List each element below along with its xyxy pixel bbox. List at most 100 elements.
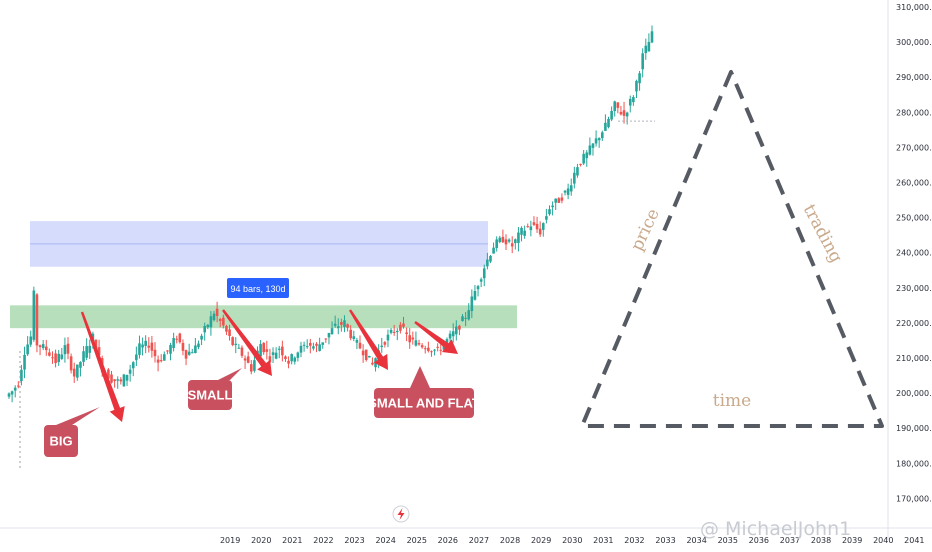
candle-body	[54, 353, 57, 364]
candle-body	[423, 348, 427, 350]
candle-body	[97, 347, 101, 356]
callout-box	[188, 380, 232, 410]
candle-body	[417, 343, 421, 345]
measure-tool[interactable]: 94 bars, 130d	[227, 278, 289, 298]
y-tick-label: 190,000.0	[896, 424, 932, 433]
candle-body	[619, 111, 623, 115]
candle-body	[222, 317, 225, 326]
candle-body	[361, 350, 365, 356]
candle-body	[309, 342, 312, 346]
candle-body	[529, 226, 533, 231]
candle-body	[436, 346, 439, 348]
triangle-outline	[580, 70, 884, 428]
candle-body	[197, 343, 200, 348]
candle-body	[231, 337, 234, 345]
y-tick-label: 170,000.0	[896, 494, 932, 503]
y-tick-label: 310,000.0	[896, 3, 932, 12]
candle-body	[38, 345, 42, 348]
candle-body	[526, 226, 530, 228]
candle-body	[66, 343, 70, 354]
y-tick-label: 250,000.0	[896, 214, 932, 223]
candle-body	[318, 344, 321, 351]
callout-tail	[218, 368, 242, 380]
candle-body	[501, 236, 505, 243]
candle-body	[551, 205, 554, 208]
candle-body	[448, 333, 452, 339]
candle-body	[383, 342, 387, 345]
candle-body	[35, 294, 39, 346]
candle-body	[479, 279, 483, 282]
y-axis[interactable]: 310,000.0 300,000.0 290,000.0 280,000.0 270,…	[887, 0, 932, 540]
y-tick-label: 230,000.0	[896, 284, 932, 293]
triangle-label-time: time	[713, 391, 751, 411]
candle-body	[588, 145, 592, 155]
candle-body	[510, 243, 514, 247]
x-tick-label: 2038	[811, 536, 831, 545]
candle-body	[343, 320, 346, 327]
candle-body	[445, 339, 449, 343]
candle-body	[163, 354, 166, 361]
candle-body	[486, 259, 489, 267]
candle-body	[44, 346, 48, 351]
candle-body	[340, 322, 343, 325]
arrows	[80, 309, 458, 422]
candle-body	[284, 356, 287, 360]
candle-body	[246, 356, 250, 363]
candle-body	[10, 391, 14, 395]
candle-body	[495, 239, 498, 249]
candle-body	[172, 338, 175, 349]
x-tick-label: 2040	[873, 536, 893, 545]
candle-body	[576, 167, 579, 176]
candle-body	[63, 345, 67, 355]
candle-body	[107, 369, 110, 379]
callout-text: SMALL	[188, 388, 233, 403]
candle-body	[638, 73, 641, 84]
candle-body	[290, 354, 293, 362]
candle-body	[209, 316, 213, 328]
y-tick-label: 300,000.0	[896, 38, 932, 47]
candle-body	[594, 138, 598, 144]
candle-body	[181, 342, 185, 351]
candle-body	[166, 350, 169, 352]
x-axis[interactable]: 2019 2020 2021 2022 2023 2024 2025 2026 2027 2028…	[0, 527, 932, 545]
y-tick-label: 210,000.0	[896, 354, 932, 363]
y-tick-label: 200,000.0	[896, 389, 932, 398]
candle-body	[113, 379, 116, 381]
measure-badge[interactable]	[227, 278, 289, 298]
candle-body	[159, 360, 163, 362]
candle-body	[635, 80, 638, 92]
candle-body	[274, 352, 278, 359]
candle-body	[327, 332, 331, 338]
candle-body	[153, 349, 157, 357]
candle-body	[82, 351, 85, 362]
candle-body	[380, 345, 384, 348]
candle-body	[476, 286, 480, 290]
candle-body	[194, 345, 197, 354]
candle-body	[48, 352, 51, 356]
candle-body	[315, 343, 318, 346]
candle-body	[13, 387, 17, 391]
candle-body	[368, 355, 371, 358]
candle-body	[240, 347, 244, 356]
candle-body	[29, 336, 33, 345]
x-tick-label: 2022	[313, 536, 333, 545]
candle-body	[262, 342, 266, 353]
candle-body	[523, 230, 526, 236]
measure-label: 94 bars, 130d	[230, 284, 285, 294]
candle-body	[79, 362, 82, 368]
candle-body	[489, 256, 492, 262]
candle-body	[346, 324, 349, 328]
candle-body	[88, 345, 92, 353]
candle-body	[399, 324, 402, 331]
lightning-icon-button[interactable]	[392, 505, 410, 523]
candle-body	[178, 333, 182, 343]
candle-body	[451, 331, 455, 337]
candle-body	[644, 45, 648, 54]
candle-body	[293, 357, 297, 362]
candle-body	[234, 343, 238, 346]
zones	[10, 221, 517, 329]
candle-body	[548, 209, 551, 215]
candle-body	[566, 188, 570, 195]
candle-body	[119, 379, 123, 382]
